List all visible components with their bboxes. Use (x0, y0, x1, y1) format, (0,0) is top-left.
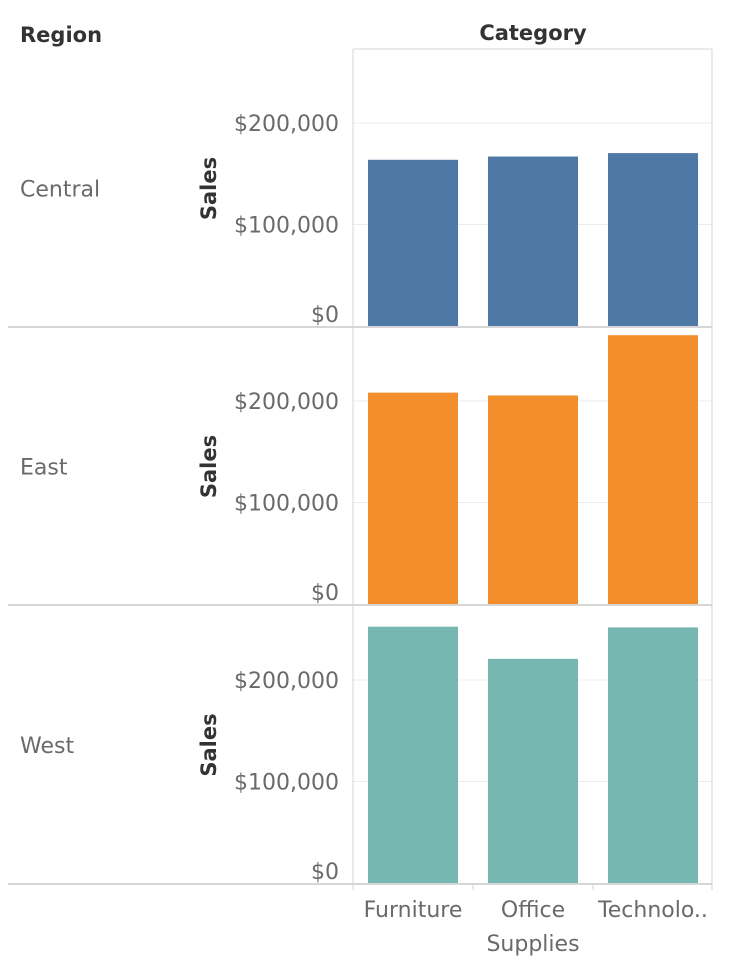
panel-frame (8, 48, 713, 890)
bar-east-2 (608, 335, 698, 604)
labels: $0 $100,000 $200,000 Sales Central $0 $100,000… (20, 112, 708, 957)
y-tick-label: $0 (311, 860, 339, 885)
category-label: Supplies (486, 932, 579, 957)
y-tick-label: $0 (311, 581, 339, 606)
category-label: Office (501, 898, 565, 923)
y-tick-label: $100,000 (234, 771, 339, 796)
bar-central-1 (488, 156, 578, 326)
bar-central-2 (608, 153, 698, 326)
bars (368, 153, 698, 883)
region-label-east: East (20, 456, 68, 481)
y-axis-title: Sales (197, 157, 221, 220)
column-dimension-header: Category (479, 21, 587, 45)
y-tick-label: $0 (311, 303, 339, 328)
category-label: Technolo.. (597, 898, 708, 923)
y-tick-label: $200,000 (234, 390, 339, 415)
region-label-west: West (20, 734, 74, 759)
y-tick-label: $200,000 (234, 669, 339, 694)
bar-west-1 (488, 658, 578, 883)
y-tick-label: $200,000 (234, 112, 339, 137)
bar-west-2 (608, 627, 698, 883)
category-label: Furniture (364, 898, 463, 923)
y-tick-label: $100,000 (234, 492, 339, 517)
bar-central-0 (368, 159, 458, 326)
y-axis-title: Sales (197, 713, 221, 776)
bar-east-0 (368, 392, 458, 604)
bar-east-1 (488, 395, 578, 604)
y-axis-title: Sales (197, 435, 221, 498)
y-tick-label: $100,000 (234, 214, 339, 239)
bar-west-0 (368, 626, 458, 883)
region-label-central: Central (20, 178, 100, 203)
row-dimension-header: Region (20, 23, 102, 47)
